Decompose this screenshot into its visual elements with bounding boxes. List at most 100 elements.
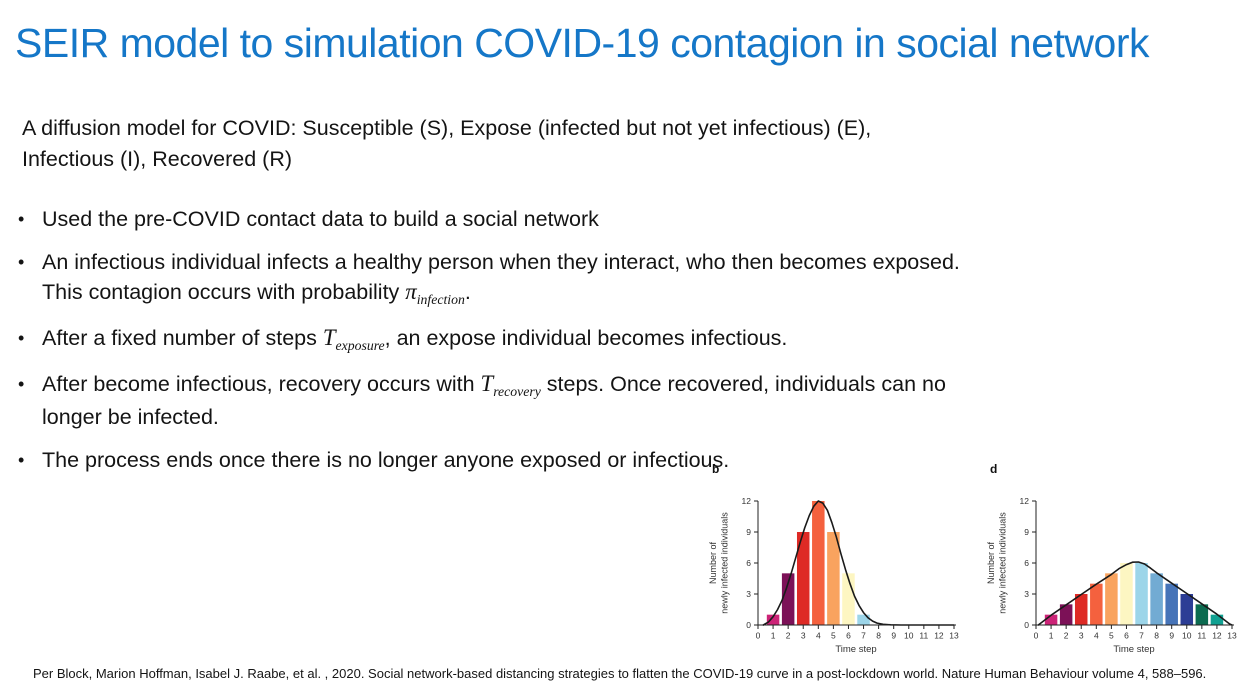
bar [1105, 573, 1118, 625]
y-tick-label: 3 [1024, 589, 1029, 599]
x-tick-label: 10 [1182, 631, 1192, 641]
chart-panel-b: b 0 3 6 9 12 0 1 2 3 4 5 6 7 8 9 10 11 12 13 Time step Number… [702, 455, 964, 662]
x-tick-label: 12 [1212, 631, 1222, 641]
bullet-item: • After a fixed number of steps Texposure… [18, 323, 960, 356]
y-tick-label: 9 [746, 527, 751, 537]
x-tick-label: 11 [919, 631, 928, 641]
bullet-marker: • [18, 450, 25, 470]
x-tick-label: 13 [1227, 631, 1237, 641]
x-tick-label: 12 [934, 631, 944, 641]
page-title: SEIR model to simulation COVID-19 contag… [15, 20, 1149, 66]
bullet-text: After become infectious, recovery occurs… [42, 371, 946, 429]
intro-line-1: A diffusion model for COVID: Susceptible… [22, 116, 872, 140]
x-tick-label: 1 [771, 631, 776, 641]
x-axis-label: Time step [1113, 644, 1154, 655]
math-subscript: recovery [493, 383, 541, 399]
bar [766, 614, 780, 625]
intro-line-2: Infectious (I), Recovered (R) [22, 147, 293, 171]
chart-panel-d: d 0 3 6 9 12 0 1 2 3 4 5 6 7 8 9 10 11 12 13 Time step Number… [980, 455, 1242, 662]
math-symbol: T [480, 371, 494, 396]
bar [1165, 583, 1178, 625]
x-tick-label: 4 [816, 631, 821, 641]
y-tick-label: 12 [1020, 496, 1030, 506]
bullet-text: The process ends once there is no longer… [42, 448, 730, 472]
x-tick-label: 8 [876, 631, 881, 641]
x-tick-label: 8 [1154, 631, 1159, 641]
chart-curve [762, 500, 955, 626]
bullet-text: Used the pre-COVID contact data to build… [42, 207, 599, 231]
bar [812, 501, 825, 625]
x-axis-label: Time step [835, 644, 876, 655]
bar [1044, 614, 1058, 625]
y-axis-label-line: Number of [986, 542, 996, 585]
y-axis-label-line: newly infected individuals [998, 512, 1008, 614]
chart-bars [1044, 563, 1224, 625]
bullet-item: • After become infectious, recovery occur… [18, 369, 960, 432]
x-tick-label: 2 [786, 631, 791, 641]
x-tick-label: 7 [861, 631, 866, 641]
x-tick-label: 9 [1169, 631, 1174, 641]
math-symbol: π [405, 279, 417, 304]
math-subscript: exposure [335, 337, 385, 353]
bullet-marker: • [18, 328, 25, 348]
bar [1135, 563, 1148, 625]
x-tick-label: 5 [1109, 631, 1114, 641]
y-tick-label: 3 [746, 589, 751, 599]
x-tick-label: 6 [846, 631, 851, 641]
bar [781, 573, 795, 625]
x-tick-label: 2 [1064, 631, 1069, 641]
x-tick-label: 5 [831, 631, 836, 641]
bullet-list: • Used the pre-COVID contact data to buil… [18, 204, 960, 488]
math-subscript: infection [416, 291, 465, 307]
bar [1074, 594, 1088, 625]
x-tick-label: 4 [1094, 631, 1099, 641]
bar [1195, 604, 1209, 625]
x-tick-label: 0 [756, 631, 761, 641]
bar [1210, 614, 1224, 625]
x-tick-label: 1 [1049, 631, 1054, 641]
x-tick-label: 11 [1197, 631, 1206, 641]
citation: Per Block, Marion Hoffman, Isabel J. Raa… [33, 666, 1207, 681]
bullet-item: • Used the pre-COVID contact data to buil… [18, 204, 960, 234]
bullet-marker: • [18, 374, 25, 394]
bar [1090, 583, 1103, 625]
bar [1150, 573, 1163, 625]
y-tick-label: 0 [746, 620, 751, 630]
y-axis-label-line: newly infected individuals [720, 512, 730, 614]
bullet-marker: • [18, 252, 25, 272]
panel-label: d [990, 462, 997, 476]
y-axis-label-line: Number of [708, 542, 718, 585]
bar [1180, 594, 1194, 625]
y-tick-label: 0 [1024, 620, 1029, 630]
bullet-text: After a fixed number of steps Texposure,… [42, 325, 788, 353]
panel-label: b [712, 462, 719, 476]
bullet-marker: • [18, 209, 25, 229]
x-tick-label: 0 [1034, 631, 1039, 641]
x-tick-label: 9 [891, 631, 896, 641]
bar [1120, 563, 1133, 625]
bar [857, 614, 870, 625]
bar [1059, 604, 1073, 625]
math-symbol: T [322, 325, 336, 350]
bullet-item: • An infectious individual infects a heal… [18, 247, 960, 310]
x-tick-label: 3 [1079, 631, 1084, 641]
y-tick-label: 12 [742, 496, 752, 506]
bullet-item: • The process ends once there is no longe… [18, 445, 960, 475]
x-tick-label: 13 [949, 631, 959, 641]
y-tick-label: 6 [746, 558, 751, 568]
y-tick-label: 9 [1024, 527, 1029, 537]
chart-bars [766, 501, 870, 625]
chart-curve [1037, 561, 1233, 626]
intro-paragraph: A diffusion model for COVID: Susceptible… [22, 113, 871, 175]
bullet-text: An infectious individual infects a healt… [42, 250, 960, 307]
x-tick-label: 7 [1139, 631, 1144, 641]
x-tick-label: 6 [1124, 631, 1129, 641]
bar [827, 532, 840, 625]
bar [796, 532, 810, 625]
x-tick-label: 10 [904, 631, 914, 641]
